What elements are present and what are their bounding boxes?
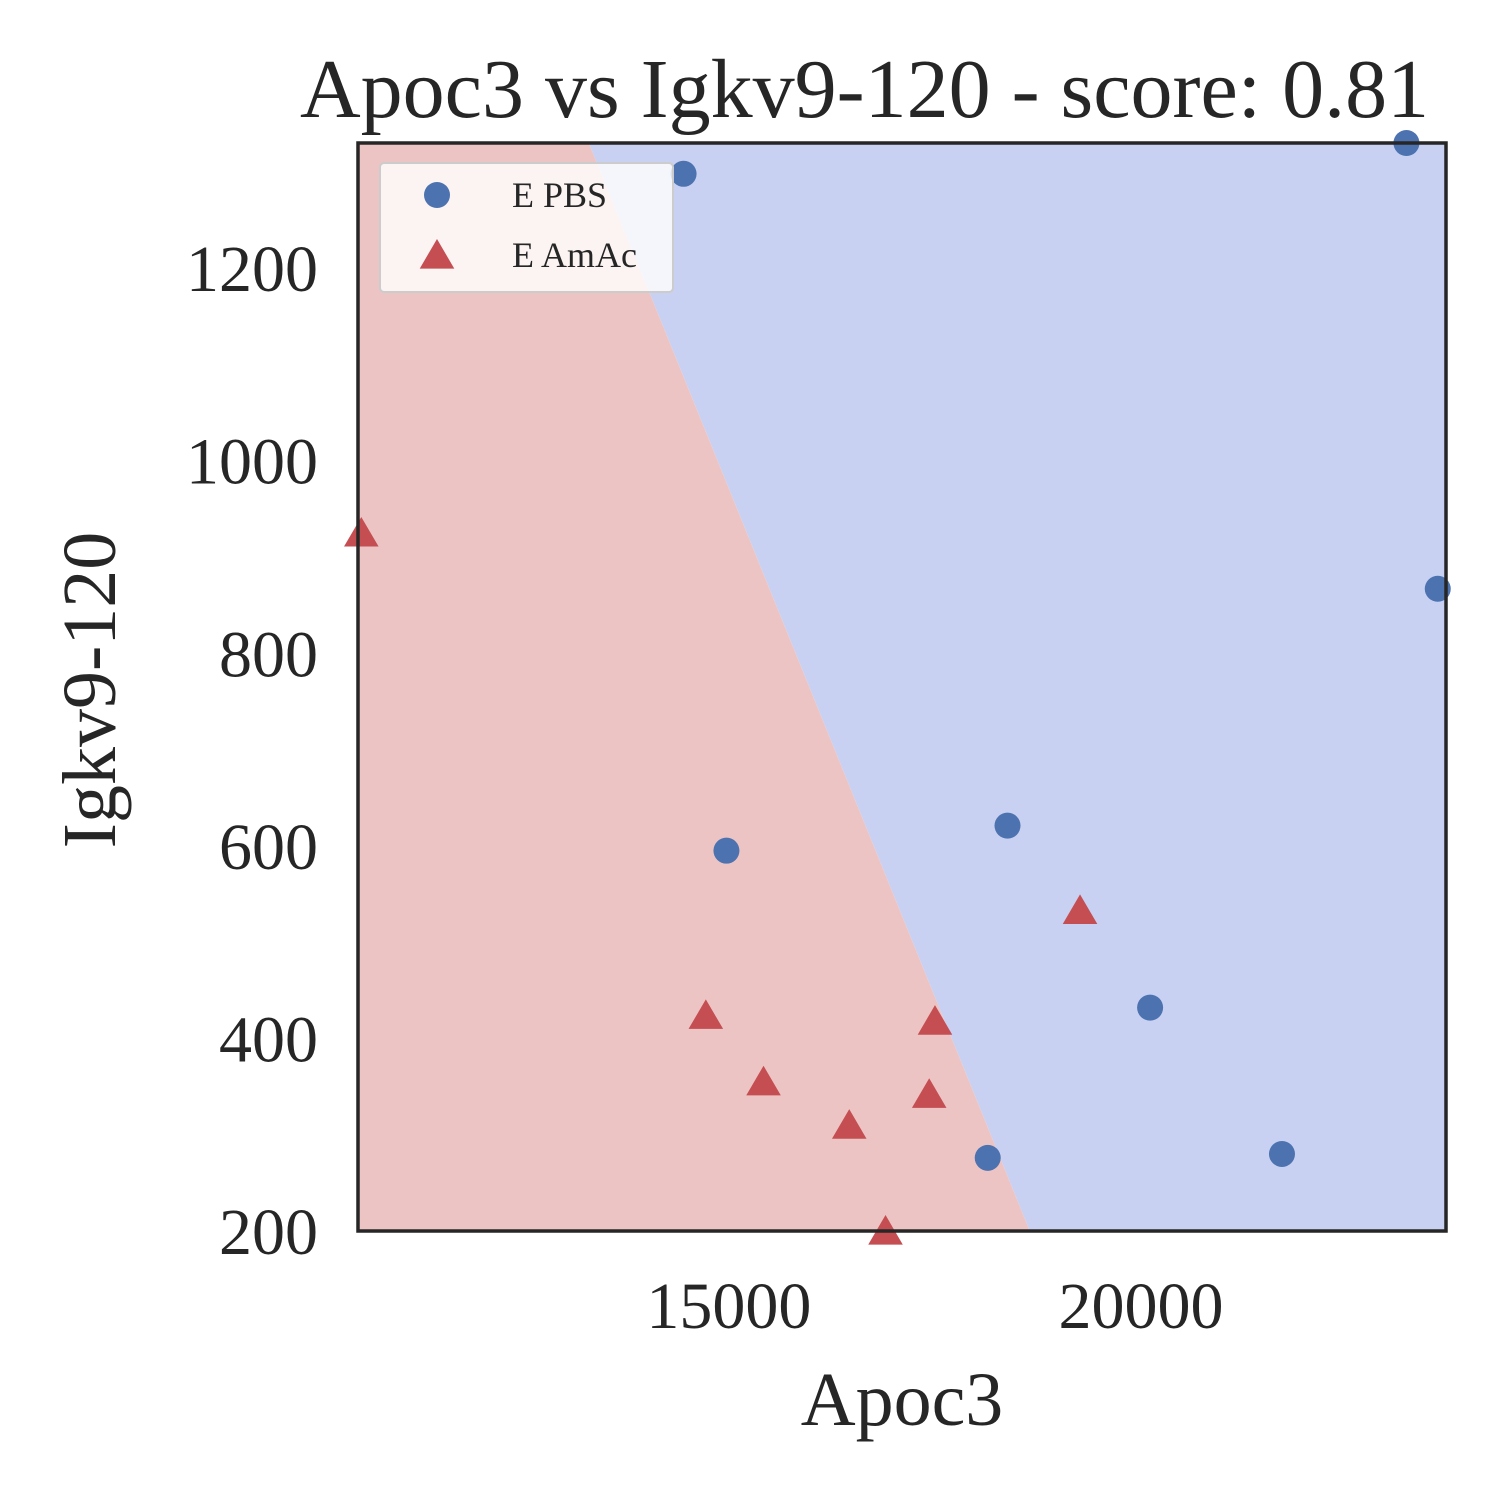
x-tick-label: 20000	[1059, 1270, 1224, 1343]
x-axis-label: Apoc3	[801, 1358, 1004, 1442]
x-axis-ticks: 15000 20000	[646, 1270, 1223, 1343]
y-tick-label: 1000	[186, 426, 318, 499]
plot-area	[344, 130, 1451, 1245]
y-tick-label: 800	[219, 618, 318, 691]
data-point-e-amac	[746, 1065, 781, 1096]
legend-marker-e-pbs	[424, 182, 450, 208]
data-point-e-amac	[344, 516, 379, 547]
decision-region-pbs	[588, 143, 1446, 1231]
legend-marker-e-amac	[419, 239, 455, 269]
data-point-e-pbs	[974, 1144, 1001, 1171]
data-point-e-amac	[688, 999, 724, 1029]
legend-label-e-pbs: E PBS	[512, 175, 607, 215]
legend-box	[379, 162, 674, 293]
y-axis-ticks: 200 400 600 800 1000 1200	[186, 233, 318, 1269]
y-axis-label: Igkv9-120	[48, 532, 132, 849]
x-tick-label: 15000	[646, 1270, 811, 1343]
decision-region-amac	[358, 143, 1030, 1231]
data-point-e-pbs	[713, 837, 740, 864]
chart-title: Apoc3 vs Igkv9-120 - score: 0.81	[300, 43, 1429, 136]
y-tick-label: 400	[219, 1003, 318, 1076]
data-point-e-pbs	[1268, 1140, 1295, 1167]
data-point-e-pbs	[670, 160, 697, 187]
data-point-e-pbs	[1137, 994, 1164, 1021]
legend-label-e-amac: E AmAc	[512, 235, 637, 275]
legend-items: E PBS E AmAc	[419, 175, 637, 275]
data-point-e-amac	[911, 1078, 947, 1108]
data-point-e-pbs	[994, 812, 1021, 839]
y-tick-label: 600	[219, 811, 318, 884]
data-point-e-amac	[917, 1005, 953, 1035]
legend: E PBS E AmAc	[379, 162, 674, 293]
data-point-e-amac	[1062, 894, 1098, 924]
data-point-e-amac	[831, 1109, 867, 1139]
data-points-edge	[344, 130, 1451, 1245]
plot-frame	[356, 141, 1448, 1233]
y-tick-label: 200	[219, 1196, 318, 1269]
y-tick-label: 1200	[186, 233, 318, 306]
